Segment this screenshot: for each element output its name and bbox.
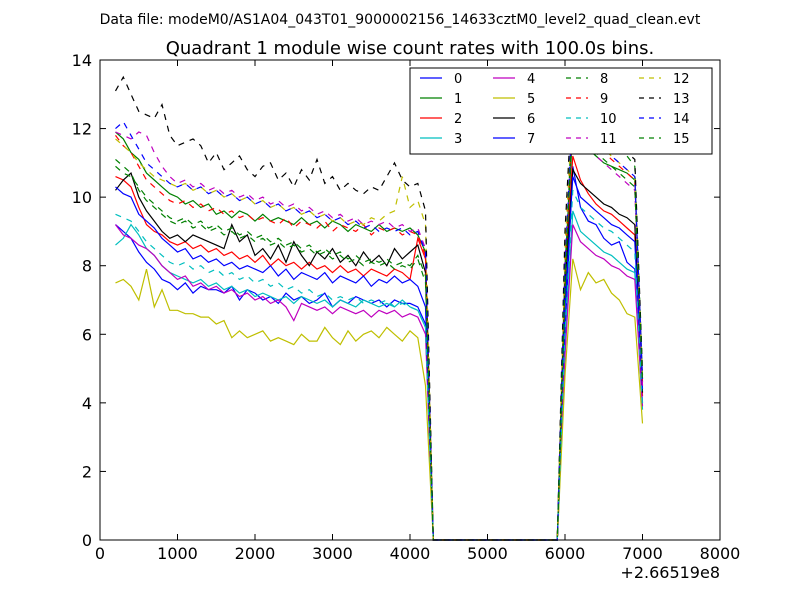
figure-suptitle: Data file: modeM0/AS1A04_043T01_90000021… bbox=[100, 12, 701, 28]
series-line-15 bbox=[115, 111, 644, 541]
y-tick-label: 4 bbox=[82, 394, 92, 413]
legend-label-14: 14 bbox=[673, 112, 690, 127]
legend-label-6: 6 bbox=[527, 112, 535, 127]
x-tick-label: 7000 bbox=[622, 544, 663, 563]
x-tick-label: 4000 bbox=[390, 544, 431, 563]
legend-label-8: 8 bbox=[600, 72, 608, 87]
y-tick-label: 12 bbox=[72, 120, 92, 139]
x-tick-label: 0 bbox=[95, 544, 105, 563]
series-line-12 bbox=[115, 97, 644, 541]
legend-label-11: 11 bbox=[600, 132, 617, 147]
legend-label-2: 2 bbox=[454, 112, 462, 127]
axis-ticks: 0 1000 2000 3000 4000 5000 6000 7000 80000246810… bbox=[72, 51, 741, 563]
y-tick-label: 0 bbox=[82, 531, 92, 550]
legend-label-10: 10 bbox=[600, 112, 617, 127]
x-offset-label: +2.66519e8 bbox=[620, 563, 720, 582]
legend-label-15: 15 bbox=[673, 132, 690, 147]
chart-title: Quadrant 1 module wise count rates with … bbox=[166, 38, 655, 59]
x-tick-label: 5000 bbox=[467, 544, 508, 563]
y-tick-label: 14 bbox=[72, 51, 92, 70]
legend-box bbox=[409, 67, 713, 155]
legend-label-7: 7 bbox=[527, 132, 535, 147]
series-line-3 bbox=[115, 210, 644, 541]
legend-label-1: 1 bbox=[454, 92, 462, 107]
legend-label-4: 4 bbox=[527, 72, 535, 87]
y-tick-label: 10 bbox=[72, 188, 92, 207]
y-tick-label: 2 bbox=[82, 462, 92, 481]
legend-label-3: 3 bbox=[454, 132, 462, 147]
x-tick-label: 8000 bbox=[700, 544, 741, 563]
y-tick-label: 8 bbox=[82, 257, 92, 276]
legend-label-5: 5 bbox=[527, 92, 535, 107]
x-tick-label: 2000 bbox=[235, 544, 276, 563]
x-tick-label: 1000 bbox=[157, 544, 198, 563]
y-tick-label: 6 bbox=[82, 325, 92, 344]
series-line-8 bbox=[115, 87, 644, 541]
legend-label-9: 9 bbox=[600, 92, 608, 107]
legend-label-0: 0 bbox=[454, 72, 462, 87]
legend-label-13: 13 bbox=[673, 92, 690, 107]
x-tick-label: 3000 bbox=[312, 544, 353, 563]
x-tick-label: 6000 bbox=[545, 544, 586, 563]
legend-label-12: 12 bbox=[673, 72, 690, 87]
